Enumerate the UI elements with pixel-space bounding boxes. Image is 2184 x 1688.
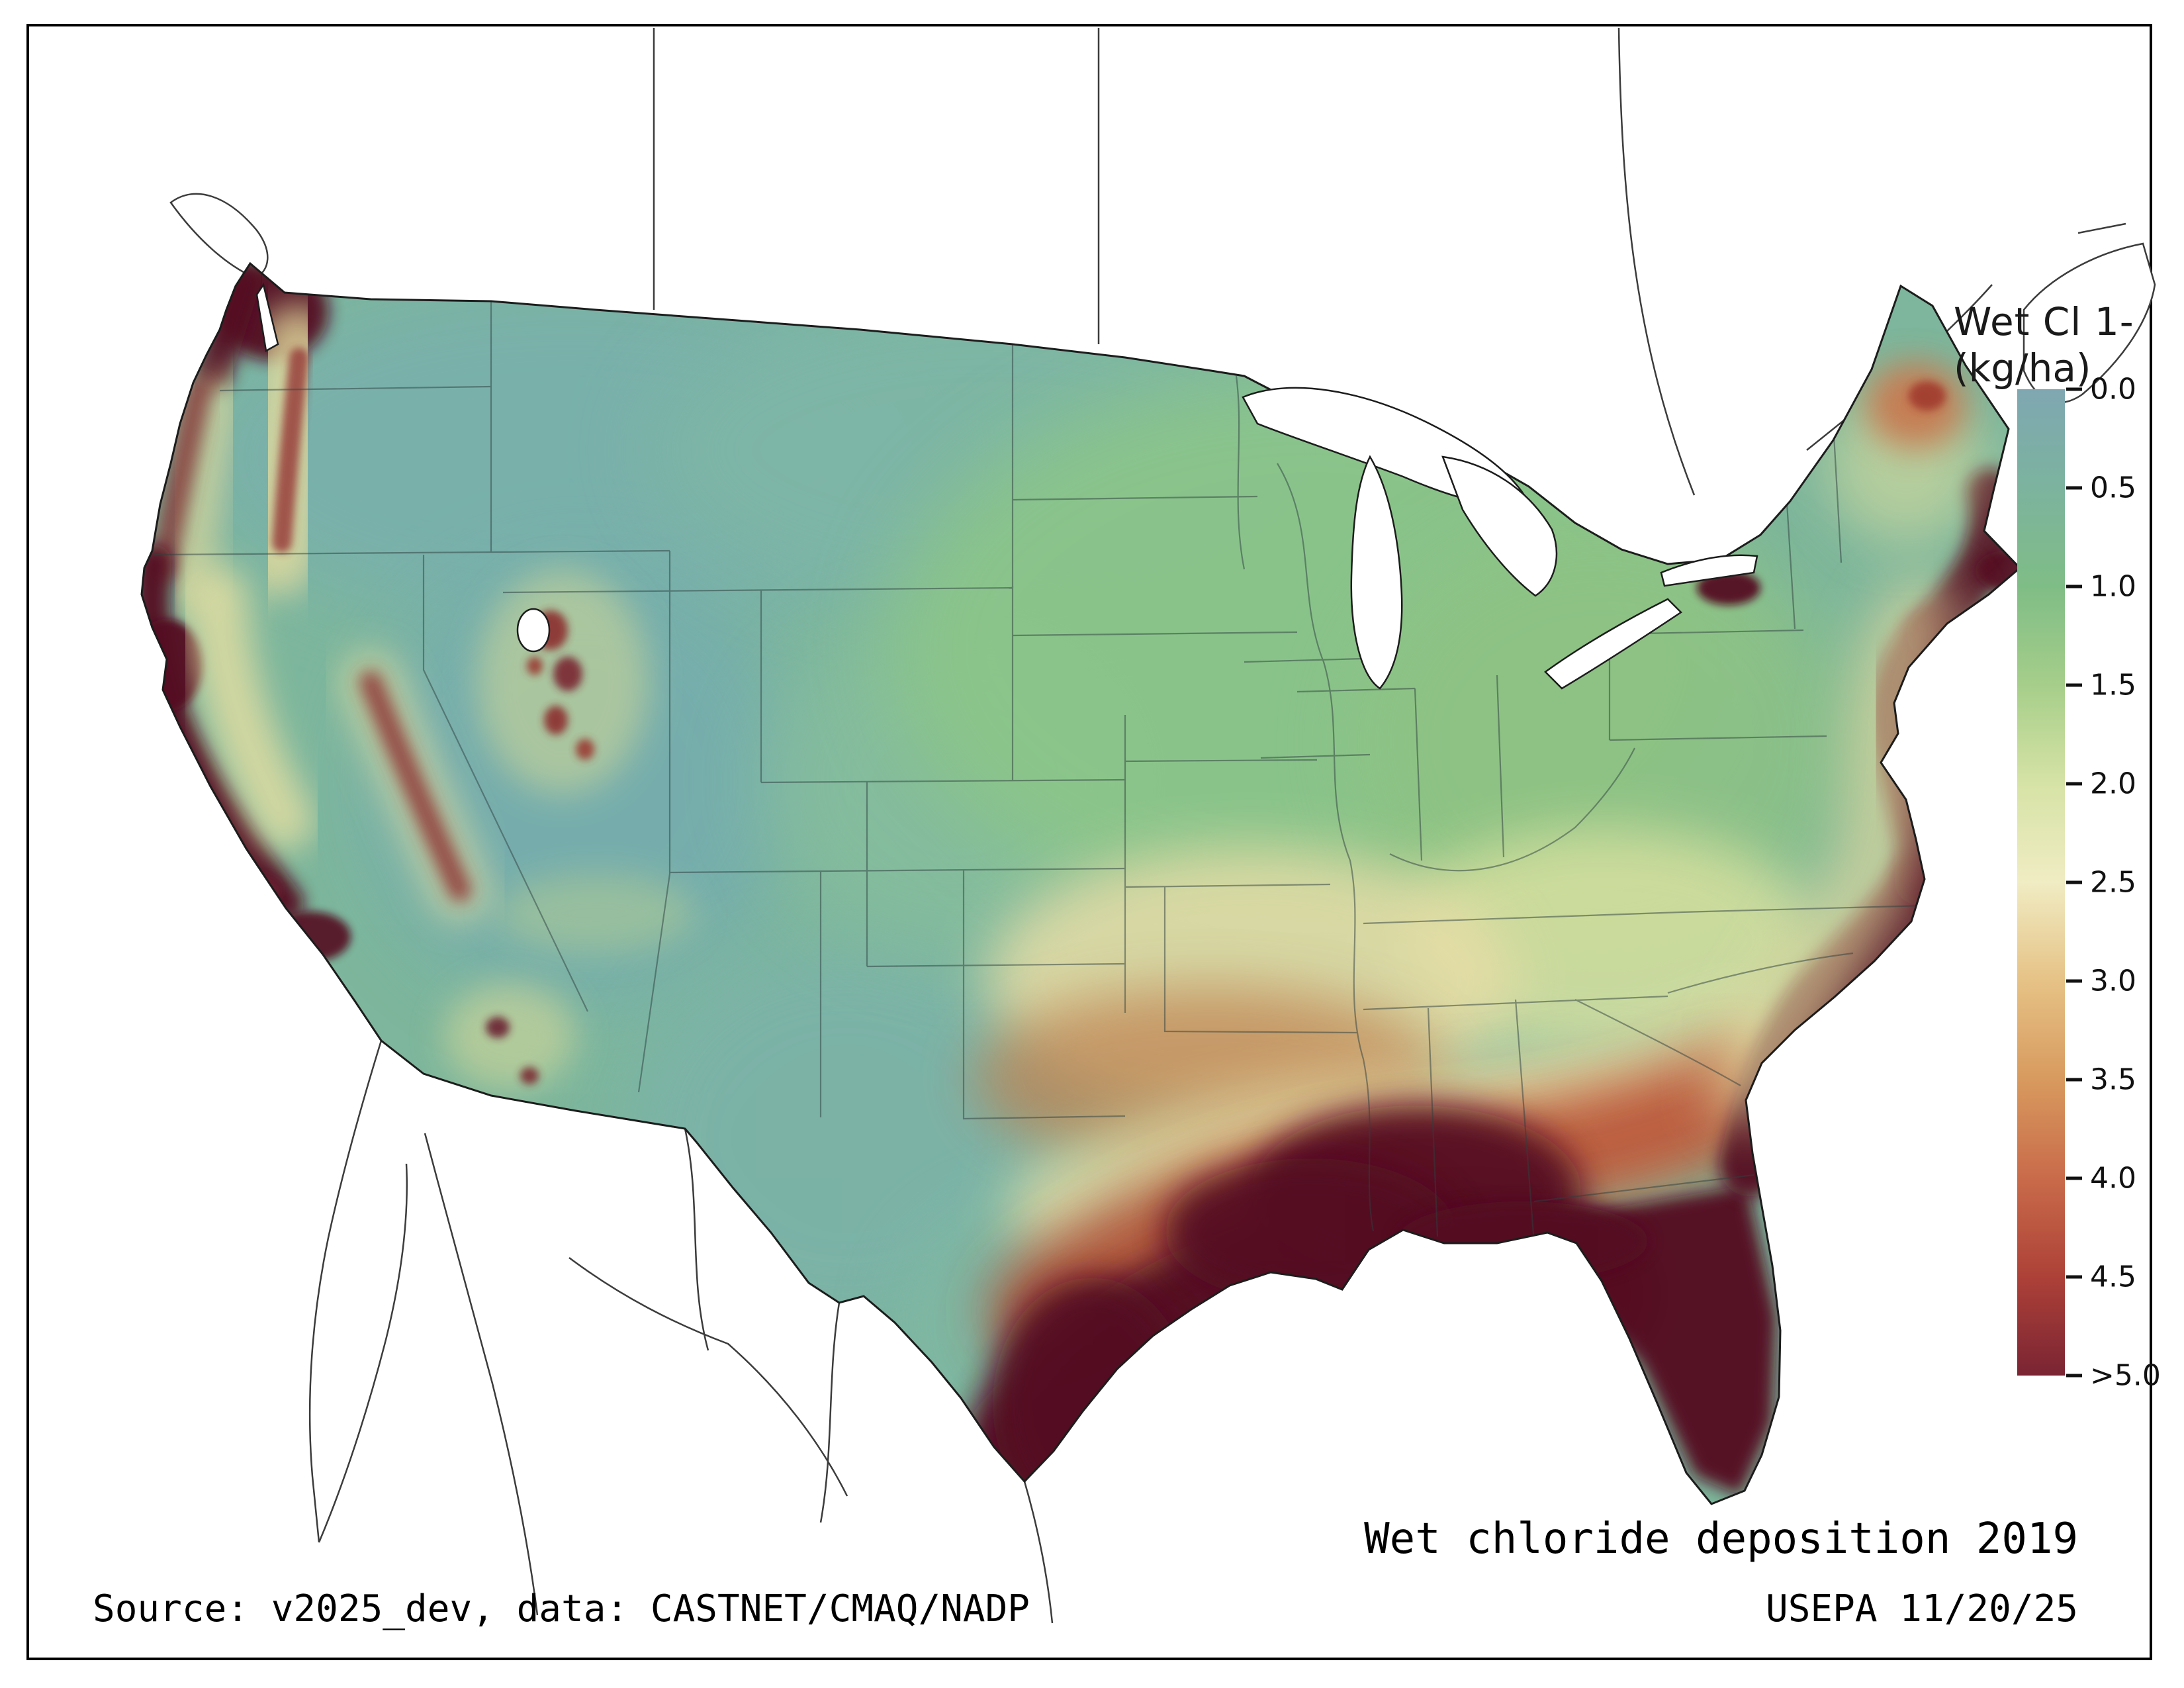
- colorbar-tick: 3.0: [2066, 964, 2136, 998]
- source-text: Source: v2025_dev, data: CASTNET/CMAQ/NA…: [93, 1587, 1030, 1630]
- colorbar-tick: 2.5: [2066, 866, 2136, 900]
- legend-units: (kg/ha): [1954, 346, 2091, 391]
- tick-dash-icon: [2066, 1275, 2082, 1279]
- tick-label: >5.0: [2090, 1358, 2161, 1393]
- colorbar-tick: 2.0: [2066, 767, 2136, 801]
- tick-label: 4.0: [2090, 1161, 2136, 1196]
- colorbar-tick: 1.5: [2066, 669, 2136, 702]
- tick-label: 3.5: [2090, 1062, 2136, 1097]
- colorbar-tick: 4.0: [2066, 1162, 2136, 1196]
- tick-label: 0.0: [2090, 372, 2136, 406]
- colorbar-tick: 1.0: [2066, 570, 2136, 604]
- tick-label: 1.0: [2090, 569, 2136, 604]
- tick-dash-icon: [2066, 1078, 2082, 1082]
- tick-dash-icon: [2066, 387, 2082, 391]
- tick-dash-icon: [2066, 486, 2082, 490]
- colorbar-ticks: 0.0 0.5 1.0 1.5 2.0 2.5 3.0 3.5 4.0 4.5 >5.0: [2066, 373, 2184, 1393]
- tick-dash-icon: [2066, 979, 2082, 983]
- colorbar-tick: 3.5: [2066, 1063, 2136, 1097]
- tick-dash-icon: [2066, 683, 2082, 687]
- legend-title: Wet Cl 1-: [1954, 299, 2134, 344]
- colorbar-tick: >5.0: [2066, 1359, 2161, 1393]
- great-lakes: [255, 282, 1758, 690]
- deposition-raster: [142, 263, 2020, 1504]
- colorbar-tick: 0.0: [2066, 373, 2136, 406]
- tick-dash-icon: [2066, 782, 2082, 786]
- tick-label: 2.0: [2090, 767, 2136, 801]
- map-caption: Wet chloride deposition 2019: [1364, 1515, 2078, 1564]
- colorbar-tick: 0.5: [2066, 471, 2136, 505]
- tick-label: 4.5: [2090, 1260, 2136, 1294]
- colorbar-tick: 4.5: [2066, 1260, 2136, 1294]
- agency-text: USEPA 11/20/25: [1765, 1587, 2078, 1630]
- tick-label: 1.5: [2090, 668, 2136, 702]
- tick-dash-icon: [2066, 585, 2082, 588]
- tick-label: 3.0: [2090, 964, 2136, 998]
- colorbar: [2017, 389, 2065, 1376]
- tick-dash-icon: [2066, 1176, 2082, 1180]
- tick-dash-icon: [2066, 880, 2082, 884]
- state-borders: [153, 301, 1925, 1244]
- tick-label: 0.5: [2090, 471, 2136, 505]
- figure-frame: [26, 24, 2152, 1660]
- tick-dash-icon: [2066, 1374, 2082, 1378]
- tick-label: 2.5: [2090, 865, 2136, 900]
- context-borders: [169, 27, 2156, 1624]
